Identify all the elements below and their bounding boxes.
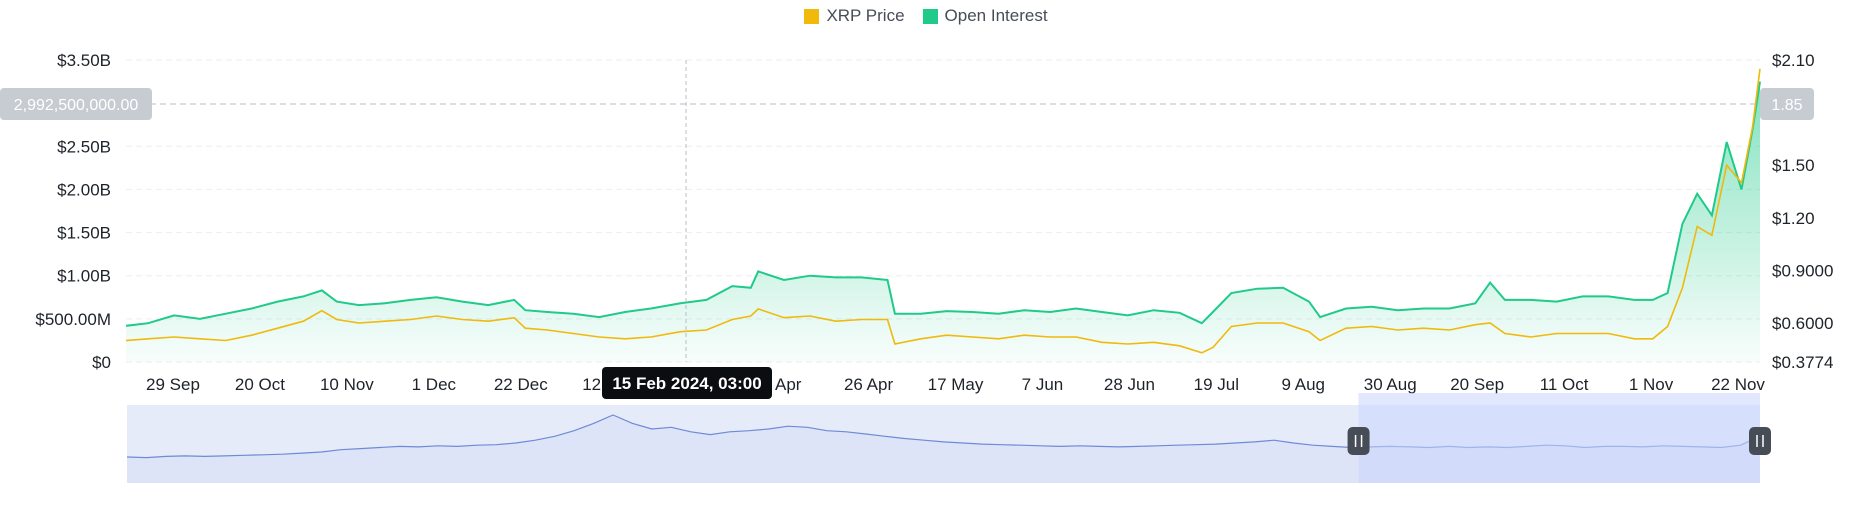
range-navigator[interactable] <box>126 393 1771 483</box>
x-axis-tick-label: 19 Jul <box>1194 375 1239 394</box>
right-axis-tick-label: $1.20 <box>1772 209 1815 228</box>
legend-item-xrp-price[interactable]: XRP Price <box>804 6 905 26</box>
x-axis-tick-label: 1 Dec <box>412 375 457 394</box>
x-axis-tick-label: 17 May <box>928 375 984 394</box>
x-axis-tick-label: 30 Aug <box>1364 375 1417 394</box>
legend-item-open-interest[interactable]: Open Interest <box>922 6 1048 26</box>
right-axis-tick-label: $0.3774 <box>1772 353 1833 372</box>
left-axis-tick-label: $0 <box>92 353 111 372</box>
left-axis-tick-label: $3.50B <box>57 51 111 70</box>
legend-swatch-xrp-price <box>804 8 820 24</box>
left-axis-tick-label: $500.00M <box>35 310 111 329</box>
x-axis-tick-label: 1 Nov <box>1629 375 1674 394</box>
x-axis-tick-label: 20 Sep <box>1450 375 1504 394</box>
right-axis-tick-label: $0.9000 <box>1772 261 1833 280</box>
navigator-area <box>127 415 1760 483</box>
x-axis-tick-label: 7 Jun <box>1022 375 1064 394</box>
left-axis-tick-label: $1.50B <box>57 224 111 243</box>
x-axis-tick-label: 28 Jun <box>1104 375 1155 394</box>
chart-legend: XRP Price Open Interest <box>0 6 1852 26</box>
legend-label-xrp-price: XRP Price <box>826 6 905 25</box>
crosshair-right-value-box <box>1760 88 1814 120</box>
navigator-right-handle[interactable] <box>1749 427 1771 455</box>
right-axis-tick-label: $1.50 <box>1772 156 1815 175</box>
navigator-selection[interactable] <box>1358 393 1760 483</box>
left-axis-tick-label: $2.00B <box>57 180 111 199</box>
x-axis-tick-label: 20 Oct <box>235 375 285 394</box>
left-axis-tick-label: $2.50B <box>57 137 111 156</box>
crosshair-left-value-box <box>0 88 152 120</box>
xrp-price-line <box>125 68 1761 354</box>
crosshair-right-value: 1.85 <box>1771 97 1802 114</box>
crosshair: 2,992,500,000.00 1.85 15 Feb 2024, 03:00 <box>0 60 1814 399</box>
right-axis-tick-label: $0.6000 <box>1772 314 1833 333</box>
x-axis-tick-label: 22 Nov <box>1711 375 1765 394</box>
crosshair-date-label: 15 Feb 2024, 03:00 <box>612 374 761 393</box>
x-axis-tick-label: 26 Apr <box>844 375 893 394</box>
navigator-left-handle[interactable] <box>1347 427 1370 455</box>
x-axis-tick-label: 11 Oct <box>1540 375 1589 394</box>
legend-swatch-open-interest <box>922 8 938 24</box>
plot-area <box>125 68 1761 362</box>
x-axis-tick-label: 29 Sep <box>146 375 200 394</box>
legend-label-open-interest: Open Interest <box>944 6 1048 25</box>
open-interest-line <box>125 81 1761 327</box>
crosshair-date-box <box>602 367 772 399</box>
handle-grip <box>1749 427 1771 455</box>
right-axis-tick-label: $2.10 <box>1772 51 1815 70</box>
crosshair-left-value: 2,992,500,000.00 <box>14 97 139 114</box>
handle-grip <box>1347 427 1370 455</box>
open-interest-area <box>126 81 1760 362</box>
x-axis-tick-label: 9 Aug <box>1282 375 1326 394</box>
x-axis-tick-label: 10 Nov <box>320 375 374 394</box>
left-axis-tick-label: $1.00B <box>57 267 111 286</box>
x-axis-tick-label: 22 Dec <box>494 375 548 394</box>
